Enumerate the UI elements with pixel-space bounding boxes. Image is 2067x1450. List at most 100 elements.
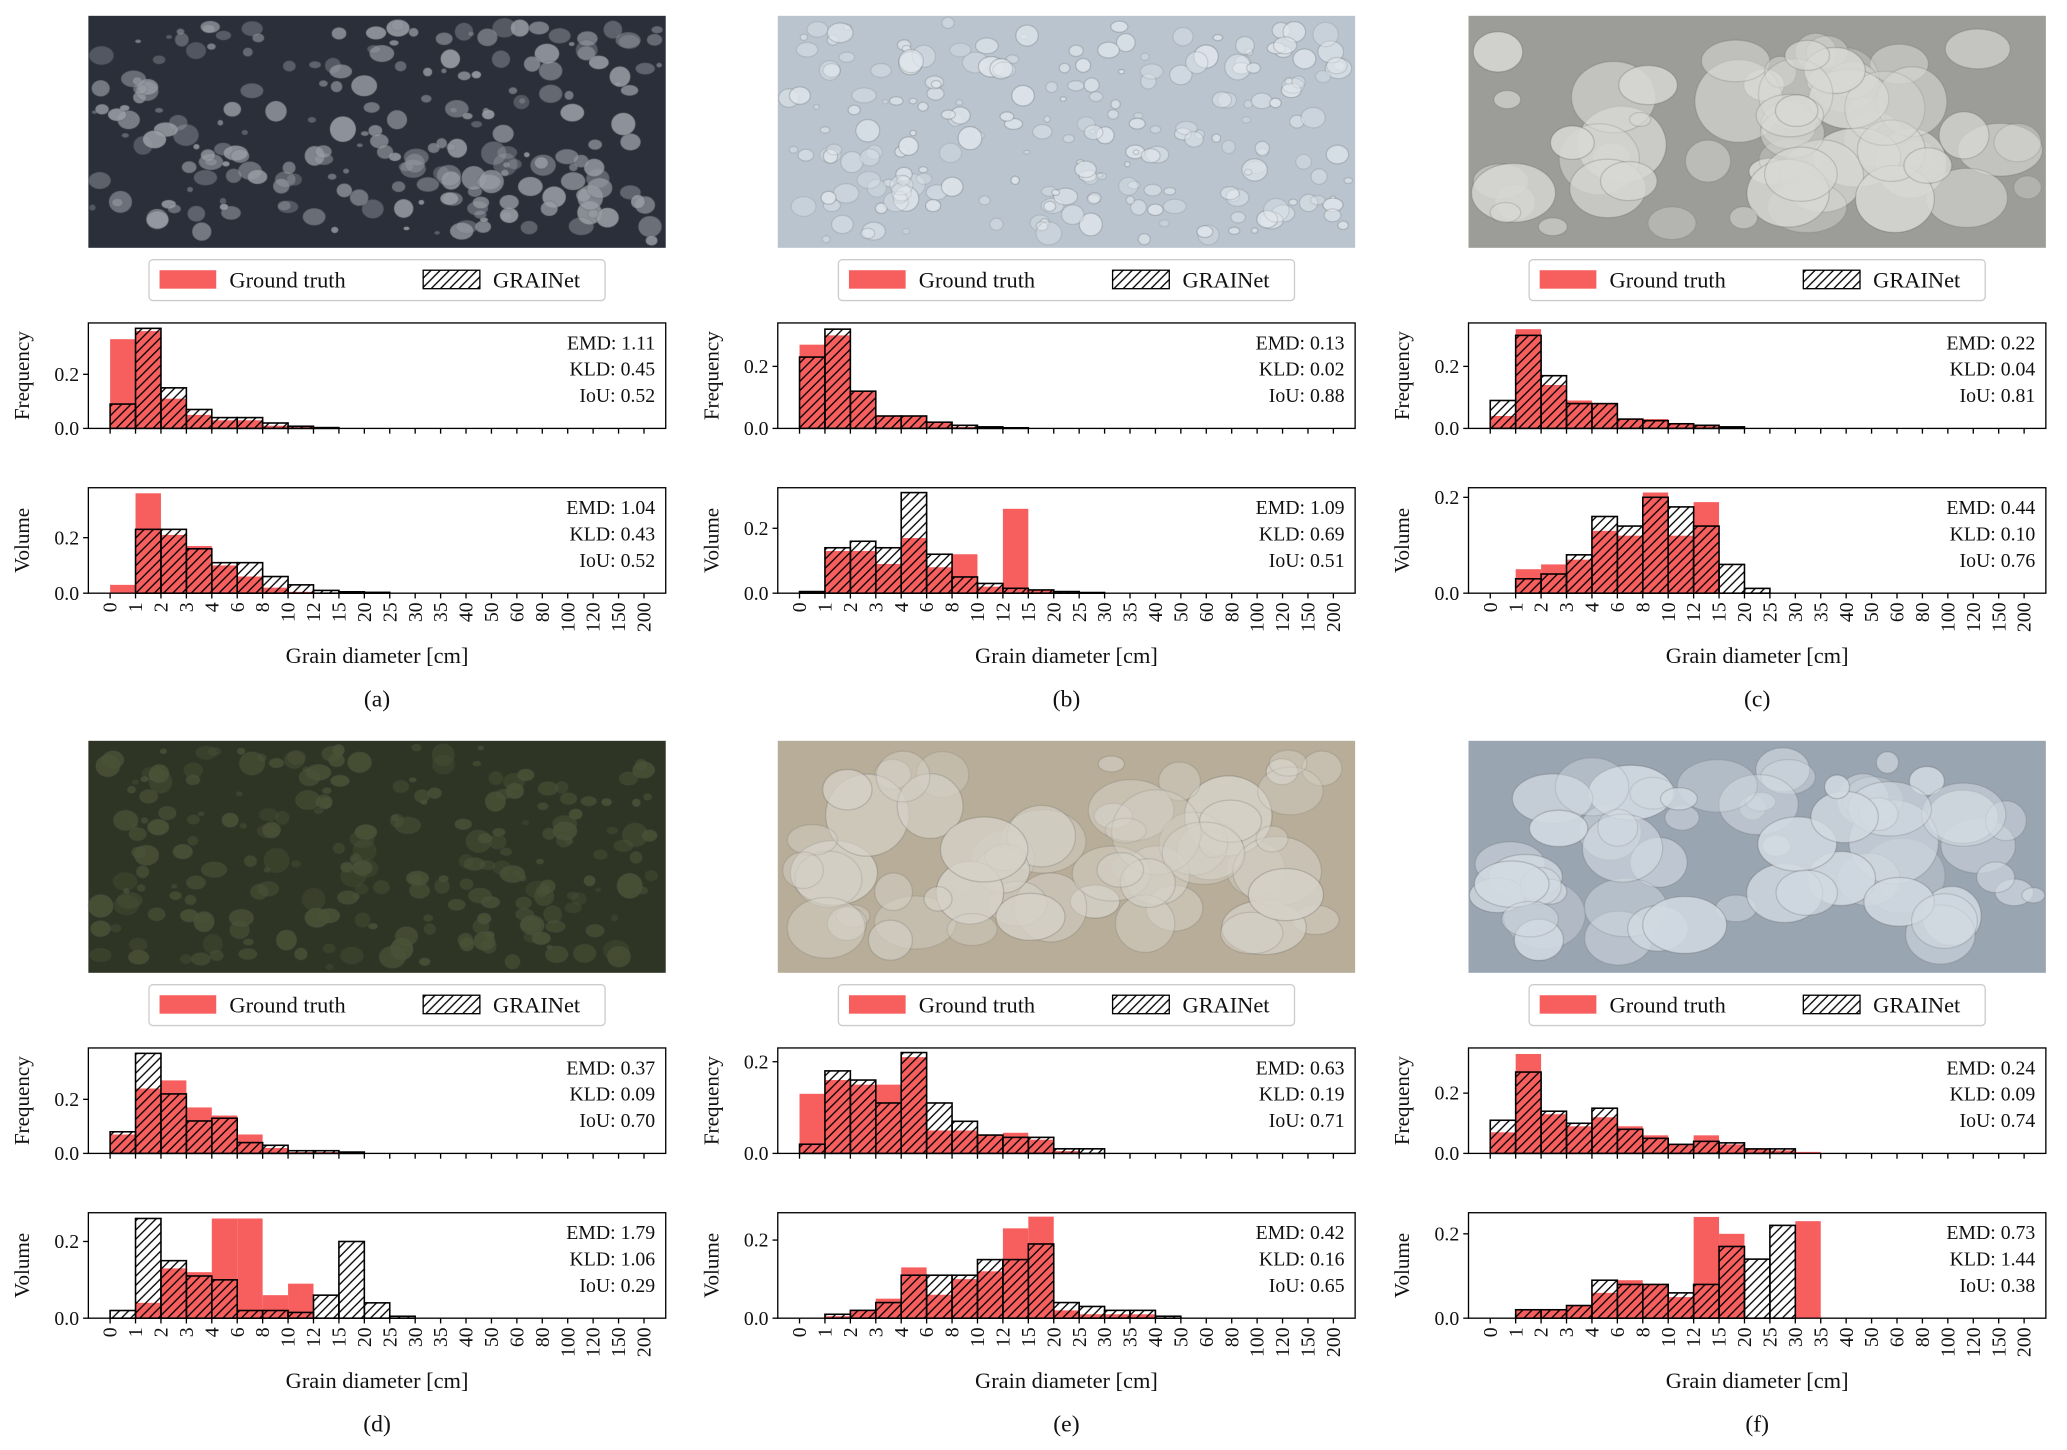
- pebble: [1078, 212, 1103, 237]
- pebble: [1301, 750, 1343, 787]
- pebble: [1823, 774, 1851, 800]
- x-tick-label: 30: [1094, 1327, 1116, 1347]
- x-tick-label: 1: [125, 1327, 147, 1337]
- legend-label: GRAINet: [493, 267, 581, 292]
- x-tick-label: 0: [1480, 1327, 1502, 1337]
- x-tick-label: 40: [1836, 602, 1858, 622]
- pebble: [830, 214, 854, 235]
- x-tick-label: 25: [379, 1327, 401, 1347]
- pebble: [186, 205, 206, 223]
- y-tick-label: 0.0: [54, 583, 79, 605]
- legend-swatch: [848, 270, 906, 289]
- pebble: [408, 882, 431, 899]
- pebble: [1642, 895, 1728, 955]
- pebble: [324, 963, 335, 971]
- metric-annotation: EMD: 0.13: [1256, 332, 1345, 354]
- x-tick-label: 4: [201, 1327, 223, 1337]
- x-tick-label: 100: [1247, 602, 1269, 632]
- x-tick-label: 60: [1887, 1327, 1909, 1347]
- pebble: [1684, 139, 1732, 183]
- pebble: [1227, 226, 1241, 235]
- x-tick-label: 2: [151, 602, 173, 612]
- pebble: [616, 872, 643, 899]
- pebble: [1211, 91, 1233, 109]
- legend-box: [148, 259, 606, 302]
- bar-hatched: [1667, 1292, 1695, 1319]
- pebble: [240, 129, 249, 136]
- pebble: [585, 923, 605, 938]
- pebble: [330, 774, 350, 788]
- pebble: [187, 835, 199, 846]
- pebble: [1043, 115, 1051, 123]
- x-tick-label: 3: [865, 1327, 887, 1337]
- pebble: [170, 883, 178, 889]
- x-tick-label: 200: [634, 602, 656, 632]
- metric-annotation: KLD: 0.09: [1950, 1084, 2036, 1106]
- pebble: [896, 772, 964, 840]
- pebble: [1774, 94, 1819, 128]
- pebble: [290, 859, 302, 868]
- pebble: [642, 792, 653, 801]
- pebble: [264, 100, 288, 123]
- bar: [110, 584, 136, 594]
- axes-frame: [1467, 487, 2047, 594]
- pebble: [134, 38, 142, 44]
- pebble: [272, 178, 291, 195]
- pebble: [480, 140, 508, 166]
- pebble: [172, 843, 194, 860]
- bar-hatched: [1052, 1301, 1080, 1319]
- pebble: [1250, 92, 1273, 110]
- pebble: [275, 929, 298, 951]
- panel-caption: (b): [1053, 687, 1081, 713]
- pebble: [447, 898, 466, 911]
- y-axis-label: Volume: [699, 508, 723, 573]
- bar-hatched: [874, 415, 903, 430]
- pebble: [1501, 900, 1560, 938]
- pebble: [488, 770, 504, 786]
- x-tick-label: 50: [1861, 602, 1883, 622]
- x-tick-label: 200: [634, 1327, 656, 1357]
- x-tick-label: 120: [583, 602, 605, 632]
- y-axis-label: Frequency: [699, 1056, 723, 1145]
- pebble: [185, 41, 207, 60]
- pebble: [286, 749, 307, 765]
- bar-hatched: [1743, 1258, 1771, 1319]
- pebble: [989, 217, 1004, 231]
- panel-caption: (a): [364, 687, 390, 713]
- pebble: [847, 104, 861, 116]
- pebble: [1097, 41, 1121, 59]
- pebble: [1118, 176, 1139, 196]
- pebble: [238, 751, 266, 776]
- photo: [1468, 15, 2046, 248]
- y-tick-label: 0.0: [1435, 1308, 1460, 1330]
- pebble: [518, 97, 527, 105]
- pebble: [399, 159, 427, 179]
- pebble: [544, 919, 566, 934]
- pebble: [568, 41, 576, 47]
- pebble: [366, 44, 382, 55]
- pebble: [394, 60, 408, 73]
- pebble: [1196, 225, 1214, 239]
- legend-label: GRAINet: [1873, 267, 1961, 292]
- pebble: [1043, 200, 1057, 213]
- pebble: [352, 839, 377, 862]
- legend-swatch: [1802, 269, 1861, 290]
- x-tick-label: 40: [1836, 1327, 1858, 1347]
- legend-box: [1528, 259, 1986, 302]
- pebble: [568, 162, 579, 172]
- y-tick-label: 0.2: [744, 518, 769, 540]
- x-tick-label: 200: [2014, 602, 2036, 632]
- pebble: [277, 199, 300, 214]
- x-tick-label: 80: [1221, 1327, 1243, 1347]
- pebble: [427, 787, 443, 800]
- pebble: [423, 914, 434, 922]
- pebble: [826, 22, 854, 44]
- bar-hatched: [1591, 515, 1619, 594]
- x-tick-label: 6: [916, 1327, 938, 1337]
- bar-hatched: [134, 528, 162, 594]
- pebble: [90, 79, 111, 98]
- legend-label: GRAINet: [1873, 992, 1961, 1017]
- photo: [777, 740, 1356, 973]
- bar-hatched: [874, 546, 903, 594]
- legend-swatch: [422, 269, 481, 290]
